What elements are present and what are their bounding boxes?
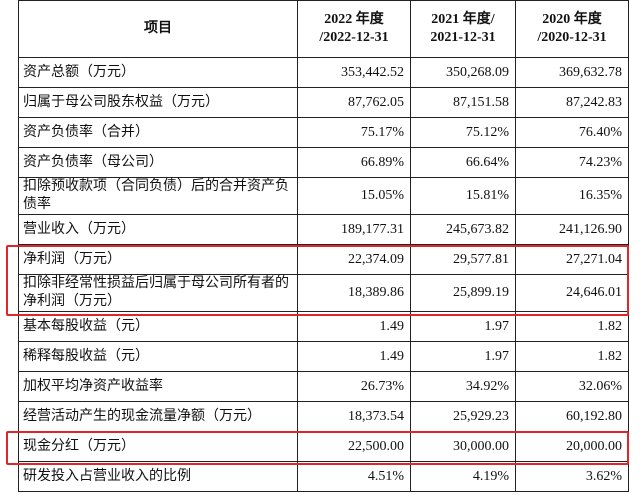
- cell-value: 189,177.31: [297, 214, 411, 245]
- table-row: 研发投入占营业收入的比例 4.51% 4.19% 3.62%: [18, 461, 629, 492]
- cell-value: 76.40%: [515, 117, 629, 148]
- row-label: 营业收入（万元）: [18, 214, 298, 245]
- header-year: 2020 年度: [542, 12, 602, 27]
- header-col: 2020 年度/2020-12-31: [515, 0, 629, 58]
- cell-value: 3.62%: [515, 461, 629, 492]
- table-row: 资产负债率（母公司） 66.89% 66.64% 74.23%: [18, 147, 629, 178]
- cell-value: 60,192.80: [515, 401, 629, 432]
- row-label: 研发投入占营业收入的比例: [18, 461, 298, 492]
- header-date: /2022-12-31: [319, 30, 389, 45]
- highlight-box: [6, 245, 629, 316]
- header-date: 2021-12-31: [430, 30, 496, 45]
- row-label: 经营活动产生的现金流量净额（万元）: [18, 401, 298, 432]
- row-label: 资产负债率（母公司）: [18, 147, 298, 178]
- header-col: 2021 年度/2021-12-31: [410, 0, 516, 58]
- cell-value: 1.49: [297, 341, 411, 372]
- cell-value: 18,389.86: [297, 274, 411, 312]
- cell-value: 87,242.83: [515, 87, 629, 118]
- row-label: 加权平均净资产收益率: [18, 371, 298, 402]
- cell-value: 369,632.78: [515, 57, 629, 88]
- cell-value: 75.17%: [297, 117, 411, 148]
- cell-value: 32.06%: [515, 371, 629, 402]
- cell-value: 1.82: [515, 311, 629, 342]
- cell-value: 15.05%: [297, 177, 411, 215]
- row-label: 归属于母公司股东权益（万元）: [18, 87, 298, 118]
- cell-value: 16.35%: [515, 177, 629, 215]
- cell-value: 1.97: [410, 341, 516, 372]
- table-row: 扣除非经常性损益后归属于母公司所有者的净利润（万元） 18,389.86 25,89…: [18, 274, 629, 312]
- cell-value: 22,500.00: [297, 431, 411, 462]
- row-label: 资产总额（万元）: [18, 57, 298, 88]
- row-label: 扣除预收款项（合同负债）后的合并资产负债率: [18, 177, 298, 215]
- row-label: 基本每股收益（元）: [18, 311, 298, 342]
- cell-value: 353,442.52: [297, 57, 411, 88]
- cell-value: 87,762.05: [297, 87, 411, 118]
- table-body: 资产总额（万元） 353,442.52 350,268.09 369,632.78 归属…: [18, 57, 629, 492]
- cell-value: 24,646.01: [515, 274, 629, 312]
- cell-value: 350,268.09: [410, 57, 516, 88]
- cell-value: 4.19%: [410, 461, 516, 492]
- table-row: 扣除预收款项（合同负债）后的合并资产负债率 15.05% 15.81% 16.35%: [18, 177, 629, 215]
- header-item: 项目: [18, 0, 298, 58]
- cell-value: 34.92%: [410, 371, 516, 402]
- cell-value: 1.97: [410, 311, 516, 342]
- table-row: 资产负债率（合并） 75.17% 75.12% 76.40%: [18, 117, 629, 148]
- data-table: 项目 2022 年度/2022-12-31 2021 年度/2021-12-31…: [18, 0, 629, 492]
- table-row: 稀释每股收益（元） 1.49 1.97 1.82: [18, 341, 629, 372]
- cell-value: 30,000.00: [410, 431, 516, 462]
- cell-value: 25,929.23: [410, 401, 516, 432]
- cell-value: 1.49: [297, 311, 411, 342]
- header-row: 项目 2022 年度/2022-12-31 2021 年度/2021-12-31…: [18, 0, 629, 58]
- cell-value: 1.82: [515, 341, 629, 372]
- cell-value: 245,673.82: [410, 214, 516, 245]
- cell-value: 66.64%: [410, 147, 516, 178]
- table-row: 资产总额（万元） 353,442.52 350,268.09 369,632.78: [18, 57, 629, 88]
- cell-value: 18,373.54: [297, 401, 411, 432]
- cell-value: 75.12%: [410, 117, 516, 148]
- header-date: /2020-12-31: [537, 30, 607, 45]
- cell-value: 74.23%: [515, 147, 629, 178]
- table-row: 经营活动产生的现金流量净额（万元） 18,373.54 25,929.23 60,19…: [18, 401, 629, 432]
- cell-value: 241,126.90: [515, 214, 629, 245]
- cell-value: 66.89%: [297, 147, 411, 178]
- row-label: 资产负债率（合并）: [18, 117, 298, 148]
- table-row: 归属于母公司股东权益（万元） 87,762.05 87,151.58 87,242.8…: [18, 87, 629, 118]
- header-year: 2022 年度: [324, 12, 384, 27]
- cell-value: 15.81%: [410, 177, 516, 215]
- row-label: 扣除非经常性损益后归属于母公司所有者的净利润（万元）: [18, 274, 298, 312]
- table-row: 加权平均净资产收益率 26.73% 34.92% 32.06%: [18, 371, 629, 402]
- cell-value: 25,899.19: [410, 274, 516, 312]
- cell-value: 87,151.58: [410, 87, 516, 118]
- table-row: 现金分红（万元） 22,500.00 30,000.00 20,000.00: [18, 431, 629, 462]
- header-year: 2021 年度/: [431, 12, 495, 27]
- cell-value: 26.73%: [297, 371, 411, 402]
- table-row: 基本每股收益（元） 1.49 1.97 1.82: [18, 311, 629, 342]
- cell-value: 22,374.09: [297, 244, 411, 275]
- highlight-box: [6, 431, 629, 465]
- table-row: 营业收入（万元） 189,177.31 245,673.82 241,126.90: [18, 214, 629, 245]
- header-col: 2022 年度/2022-12-31: [297, 0, 411, 58]
- cell-value: 4.51%: [297, 461, 411, 492]
- row-label: 稀释每股收益（元）: [18, 341, 298, 372]
